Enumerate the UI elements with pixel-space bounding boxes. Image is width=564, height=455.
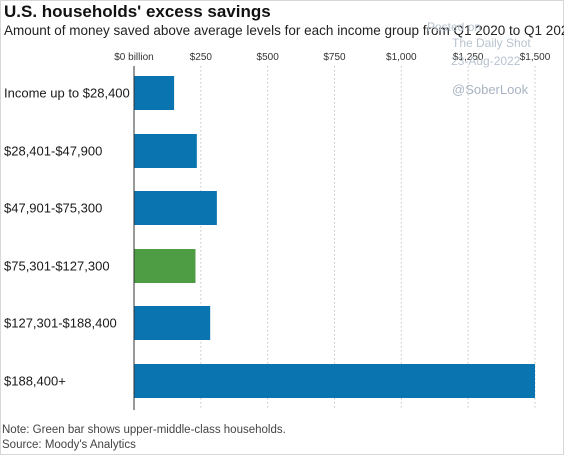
x-tick-label: $500 bbox=[257, 52, 280, 63]
category-label: $28,401-$47,900 bbox=[4, 144, 102, 159]
category-label: $188,400+ bbox=[4, 374, 66, 389]
chart-note: Note: Green bar shows upper-middle-class… bbox=[2, 424, 286, 436]
x-tick-label: $1,000 bbox=[386, 52, 417, 63]
x-tick-label: $750 bbox=[323, 52, 346, 63]
category-labels: Income up to $28,400 $28,401-$47,900 $47,9… bbox=[4, 86, 130, 389]
category-label: Income up to $28,400 bbox=[4, 86, 130, 101]
bar bbox=[134, 364, 535, 398]
category-label: $47,901-$75,300 bbox=[4, 201, 102, 216]
watermark-brand: The Daily Shot bbox=[452, 36, 531, 50]
x-tick-label: $250 bbox=[190, 52, 213, 63]
bars bbox=[134, 76, 535, 398]
x-tick-labels: $0 billion $250 $500 $750 $1,000 $1,250 $1,500 bbox=[114, 52, 550, 63]
bar bbox=[134, 249, 196, 283]
chart-subtitle: Amount of money saved above average leve… bbox=[4, 23, 564, 38]
watermark-posted: Posted on bbox=[427, 20, 482, 34]
x-tick-label: $1,250 bbox=[453, 52, 484, 63]
gridlines bbox=[200, 66, 536, 410]
chart-title: U.S. households' excess savings bbox=[4, 2, 271, 21]
watermark-handle: @SoberLook bbox=[452, 82, 529, 97]
category-label: $127,301-$188,400 bbox=[4, 316, 117, 331]
bar bbox=[134, 306, 211, 340]
x-tick-label: $1,500 bbox=[520, 52, 551, 63]
bar bbox=[134, 191, 217, 225]
watermark-date: 23-Aug-2022 bbox=[451, 54, 521, 68]
category-label: $75,301-$127,300 bbox=[4, 259, 110, 274]
bar bbox=[134, 134, 197, 168]
chart-source: Source: Moody's Analytics bbox=[2, 439, 136, 451]
bar bbox=[134, 76, 175, 110]
x-tick-label: $0 billion bbox=[114, 52, 153, 63]
